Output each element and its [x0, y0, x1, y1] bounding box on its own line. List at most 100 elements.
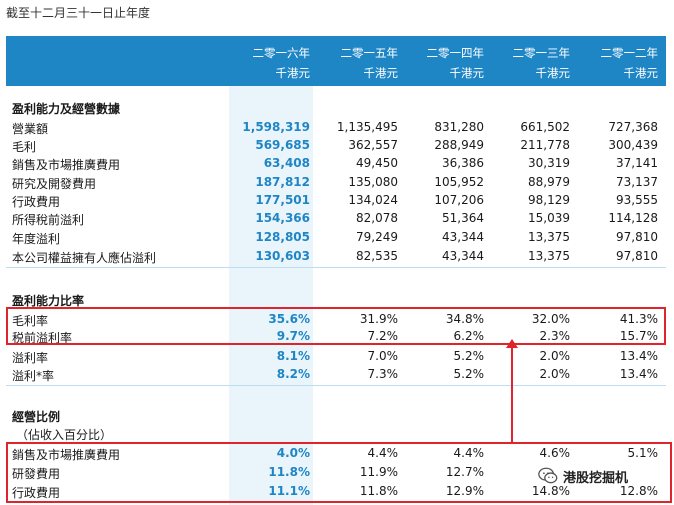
row-label: 行政費用	[12, 195, 61, 209]
annotation-arrow-head	[506, 339, 518, 348]
header-year-2013: 二零一三年	[512, 46, 571, 60]
cell-value: 5.2%	[453, 349, 485, 363]
cell-value: 82,535	[356, 249, 398, 263]
cell-value: 12.7%	[445, 465, 484, 479]
cell-value: 7.2%	[367, 329, 399, 343]
cell-value: 13,375	[528, 230, 570, 244]
cell-value: 97,810	[616, 249, 658, 263]
cell-value: 15.7%	[619, 329, 658, 343]
cell-value: 37,141	[616, 156, 658, 170]
cell-value: 35.6%	[268, 312, 310, 326]
header-year-2016: 二零一六年	[252, 46, 311, 60]
cell-value: 4.4%	[453, 446, 485, 460]
row-label: 毛利	[12, 140, 37, 154]
cell-value: 9.7%	[276, 329, 310, 343]
annotation-box-op-ratios	[6, 442, 672, 503]
cell-value: 134,024	[348, 193, 398, 207]
cell-value: 32.0%	[531, 312, 570, 326]
cell-value: 11.8%	[359, 484, 398, 498]
cell-value: 12.8%	[619, 484, 658, 498]
cell-value: 34.8%	[445, 312, 484, 326]
cell-value: 831,280	[434, 120, 484, 134]
cell-value: 2.3%	[539, 329, 571, 343]
row-divider	[6, 385, 666, 386]
cell-value: 187,812	[255, 175, 310, 189]
annotation-box-ratios	[6, 307, 666, 345]
cell-value: 6.2%	[453, 329, 485, 343]
row-label: 本公司權益擁有人應佔溢利	[12, 251, 157, 265]
cell-value: 4.0%	[276, 446, 310, 460]
row-label: 營業額	[12, 122, 49, 136]
cell-value: 98,129	[528, 193, 570, 207]
cell-value: 31.9%	[359, 312, 398, 326]
row-label: 溢利率	[12, 351, 49, 365]
cell-value: 177,501	[255, 193, 310, 207]
cell-value: 7.3%	[367, 367, 399, 381]
cell-value: 49,450	[356, 156, 398, 170]
annotation-arrow-line	[511, 346, 513, 444]
row-label: 研發費用	[12, 467, 61, 481]
cell-value: 11.8%	[268, 465, 310, 479]
row-label: 研究及開發費用	[12, 177, 97, 191]
row-label: 税前溢利率	[12, 331, 73, 345]
cell-value: 97,810	[616, 230, 658, 244]
section-subtitle: （佔收入百分比）	[16, 428, 113, 442]
cell-value: 1,598,319	[242, 120, 310, 134]
cell-value: 211,778	[520, 138, 570, 152]
cell-value: 105,952	[434, 175, 484, 189]
cell-value: 73,137	[616, 175, 658, 189]
section-title-ratio: 盈利能力比率	[12, 294, 85, 308]
header-unit: 千港元	[623, 66, 659, 80]
cell-value: 114,128	[608, 211, 658, 225]
watermark: 港股挖掘机	[537, 462, 629, 490]
header-unit: 千港元	[363, 66, 399, 80]
table-header	[6, 36, 666, 86]
cell-value: 79,249	[356, 230, 398, 244]
row-label: 銷售及市場推廣費用	[12, 448, 121, 462]
cell-value: 1,135,495	[336, 120, 398, 134]
header-year-2012: 二零一二年	[600, 46, 659, 60]
cell-value: 11.1%	[268, 484, 310, 498]
cell-value: 4.4%	[367, 446, 399, 460]
cell-value: 82,078	[356, 211, 398, 225]
cell-value: 4.6%	[539, 446, 571, 460]
watermark-text: 港股挖掘机	[563, 466, 629, 486]
cell-value: 8.1%	[276, 349, 310, 363]
cell-value: 5.2%	[453, 367, 485, 381]
cell-value: 5.1%	[627, 446, 659, 460]
cell-value: 12.9%	[445, 484, 484, 498]
header-unit: 千港元	[535, 66, 571, 80]
row-label: 毛利率	[12, 314, 49, 328]
header-unit: 千港元	[449, 66, 485, 80]
cell-value: 288,949	[434, 138, 484, 152]
row-label: 年度溢利	[12, 232, 61, 246]
cell-value: 569,685	[255, 138, 310, 152]
row-label: 所得稅前溢利	[12, 213, 85, 227]
highlight-column-band	[229, 36, 313, 505]
header-year-2015: 二零一五年	[340, 46, 399, 60]
cell-value: 13.4%	[619, 367, 658, 381]
cell-value: 13.4%	[619, 349, 658, 363]
cell-value: 14.8%	[531, 484, 570, 498]
cell-value: 63,408	[263, 156, 310, 170]
cell-value: 661,502	[520, 120, 570, 134]
cell-value: 88,979	[528, 175, 570, 189]
cell-value: 154,366	[255, 211, 310, 225]
year-caption: 截至十二月三十一日止年度	[6, 6, 151, 20]
cell-value: 300,439	[608, 138, 658, 152]
cell-value: 43,344	[442, 230, 484, 244]
cell-value: 41.3%	[619, 312, 658, 326]
cell-value: 362,557	[348, 138, 398, 152]
cell-value: 2.0%	[539, 367, 571, 381]
cell-value: 2.0%	[539, 349, 571, 363]
cell-value: 36,386	[442, 156, 484, 170]
cell-value: 93,555	[616, 193, 658, 207]
row-label: 銷售及市場推廣費用	[12, 158, 121, 172]
row-label: 溢利*率	[12, 369, 55, 383]
cell-value: 128,805	[255, 230, 310, 244]
wechat-icon	[538, 467, 558, 484]
cell-value: 107,206	[434, 193, 484, 207]
cell-value: 11.9%	[359, 465, 398, 479]
cell-value: 51,364	[442, 211, 484, 225]
cell-value: 8.2%	[276, 367, 310, 381]
